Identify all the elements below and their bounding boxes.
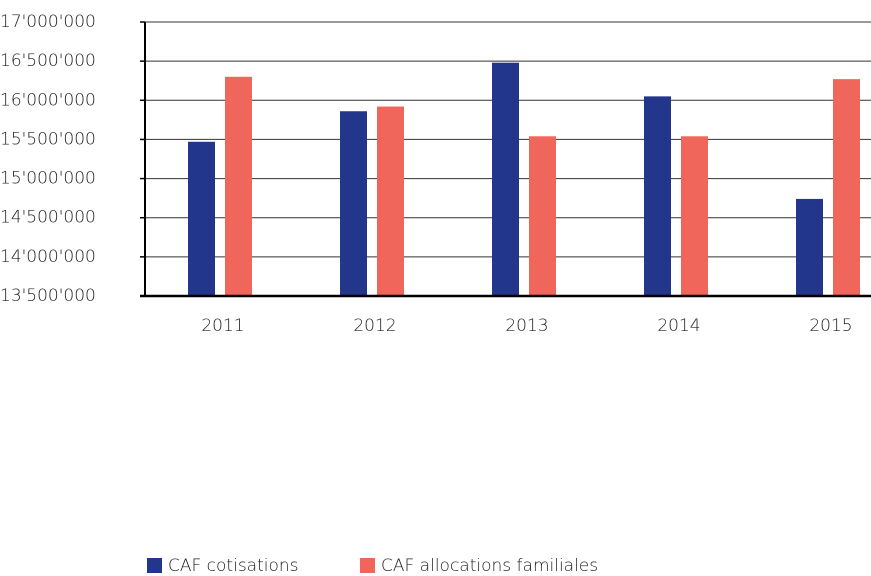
y-tick-label: 17'000'000 bbox=[0, 12, 96, 32]
x-tick-label: 2013 bbox=[505, 316, 548, 336]
y-tick-label: 13'500'000 bbox=[0, 286, 96, 306]
bar bbox=[796, 198, 823, 296]
y-tick-label: 15'000'000 bbox=[0, 169, 96, 189]
bar bbox=[225, 76, 252, 296]
bar bbox=[377, 106, 404, 296]
y-tick-label: 16'500'000 bbox=[0, 51, 96, 71]
bar bbox=[492, 62, 519, 296]
y-tick-label: 16'000'000 bbox=[0, 90, 96, 110]
bar bbox=[340, 111, 367, 296]
bar bbox=[644, 96, 671, 296]
legend-label: CAF cotisations bbox=[168, 556, 299, 576]
legend-label: CAF allocations familiales bbox=[381, 556, 598, 576]
y-tick-label: 14'000'000 bbox=[0, 247, 96, 267]
y-tick-label: 15'500'000 bbox=[0, 129, 96, 149]
x-tick-label: 2015 bbox=[809, 316, 852, 336]
x-tick-label: 2014 bbox=[657, 316, 700, 336]
y-tick-label: 14'500'000 bbox=[0, 208, 96, 228]
x-tick-label: 2011 bbox=[201, 316, 244, 336]
bar bbox=[833, 79, 860, 296]
legend-swatch bbox=[360, 558, 375, 573]
bar bbox=[188, 141, 215, 296]
legend-swatch bbox=[147, 558, 162, 573]
bar bbox=[681, 136, 708, 296]
x-tick-label: 2012 bbox=[353, 316, 396, 336]
bar bbox=[529, 136, 556, 296]
